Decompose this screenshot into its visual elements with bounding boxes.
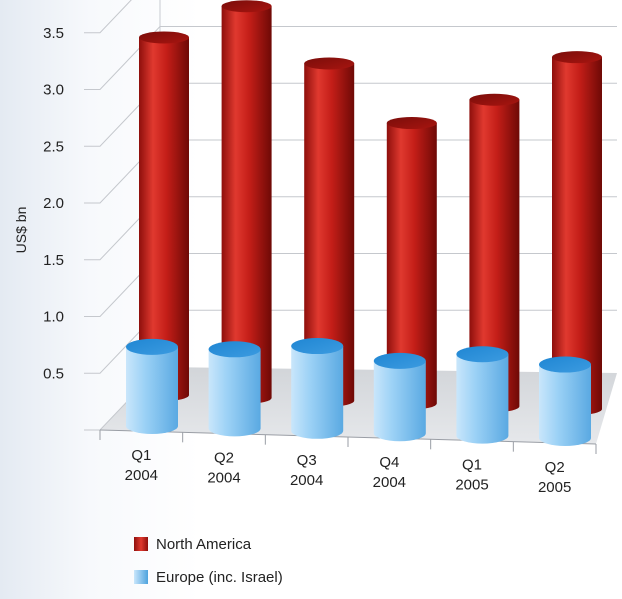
y-tick-label: 2.5 xyxy=(43,138,64,155)
legend-label-north-america: North America xyxy=(156,535,252,553)
x-tick-label-year: 2004 xyxy=(125,467,158,484)
legend: North America Europe (inc. Israel) xyxy=(134,533,283,599)
y-tick-label: 1.5 xyxy=(43,252,64,269)
x-tick-label-year: 2004 xyxy=(373,474,406,491)
x-tick-label-quarter: Q3 xyxy=(297,452,317,469)
bar-europe xyxy=(126,338,178,434)
x-tick-label-quarter: Q4 xyxy=(379,454,399,471)
legend-item-north-america: North America xyxy=(134,533,283,555)
bar-north-america xyxy=(139,31,189,401)
bar-europe xyxy=(539,356,591,446)
legend-item-europe: Europe (inc. Israel) xyxy=(134,566,283,588)
bar-europe xyxy=(291,338,344,439)
legend-swatch-north-america xyxy=(134,537,148,551)
chart: 0.5 1.0 1.5 2.0 2.5 3.0 3.5 Q1 2004 Q2 2004 Q3 2004 Q… xyxy=(13,0,617,496)
y-tick-label: 1.0 xyxy=(43,309,64,326)
bar-north-america xyxy=(552,51,602,416)
x-tick-label-year: 2005 xyxy=(538,479,571,496)
x-tick-label-quarter: Q1 xyxy=(131,447,151,464)
legend-label-europe: Europe (inc. Israel) xyxy=(156,568,283,586)
bar-north-america xyxy=(221,0,272,404)
x-tick-label-quarter: Q1 xyxy=(462,457,482,474)
y-tick-label: 3.5 xyxy=(43,25,64,42)
x-tick-label-year: 2004 xyxy=(207,470,240,487)
y-tick-label: 3.0 xyxy=(43,82,64,99)
x-tick-label-quarter: Q2 xyxy=(545,459,565,476)
bar-europe xyxy=(208,341,261,437)
y-axis-label: US$ bn xyxy=(13,207,29,254)
x-tick-label-year: 2004 xyxy=(290,472,323,489)
x-tick-label-year: 2005 xyxy=(455,477,488,494)
bar-europe xyxy=(456,346,509,444)
legend-swatch-europe xyxy=(134,570,148,584)
gridline xyxy=(84,26,617,90)
x-tick-label-quarter: Q2 xyxy=(214,450,234,467)
bar-north-america xyxy=(304,57,355,407)
y-tick-label: 0.5 xyxy=(43,365,64,382)
bar-north-america xyxy=(386,117,437,410)
bar-europe xyxy=(373,352,426,442)
bar-north-america xyxy=(469,93,520,413)
y-tick-label: 2.0 xyxy=(43,195,64,212)
gridline xyxy=(84,82,617,147)
gridline xyxy=(84,0,132,34)
